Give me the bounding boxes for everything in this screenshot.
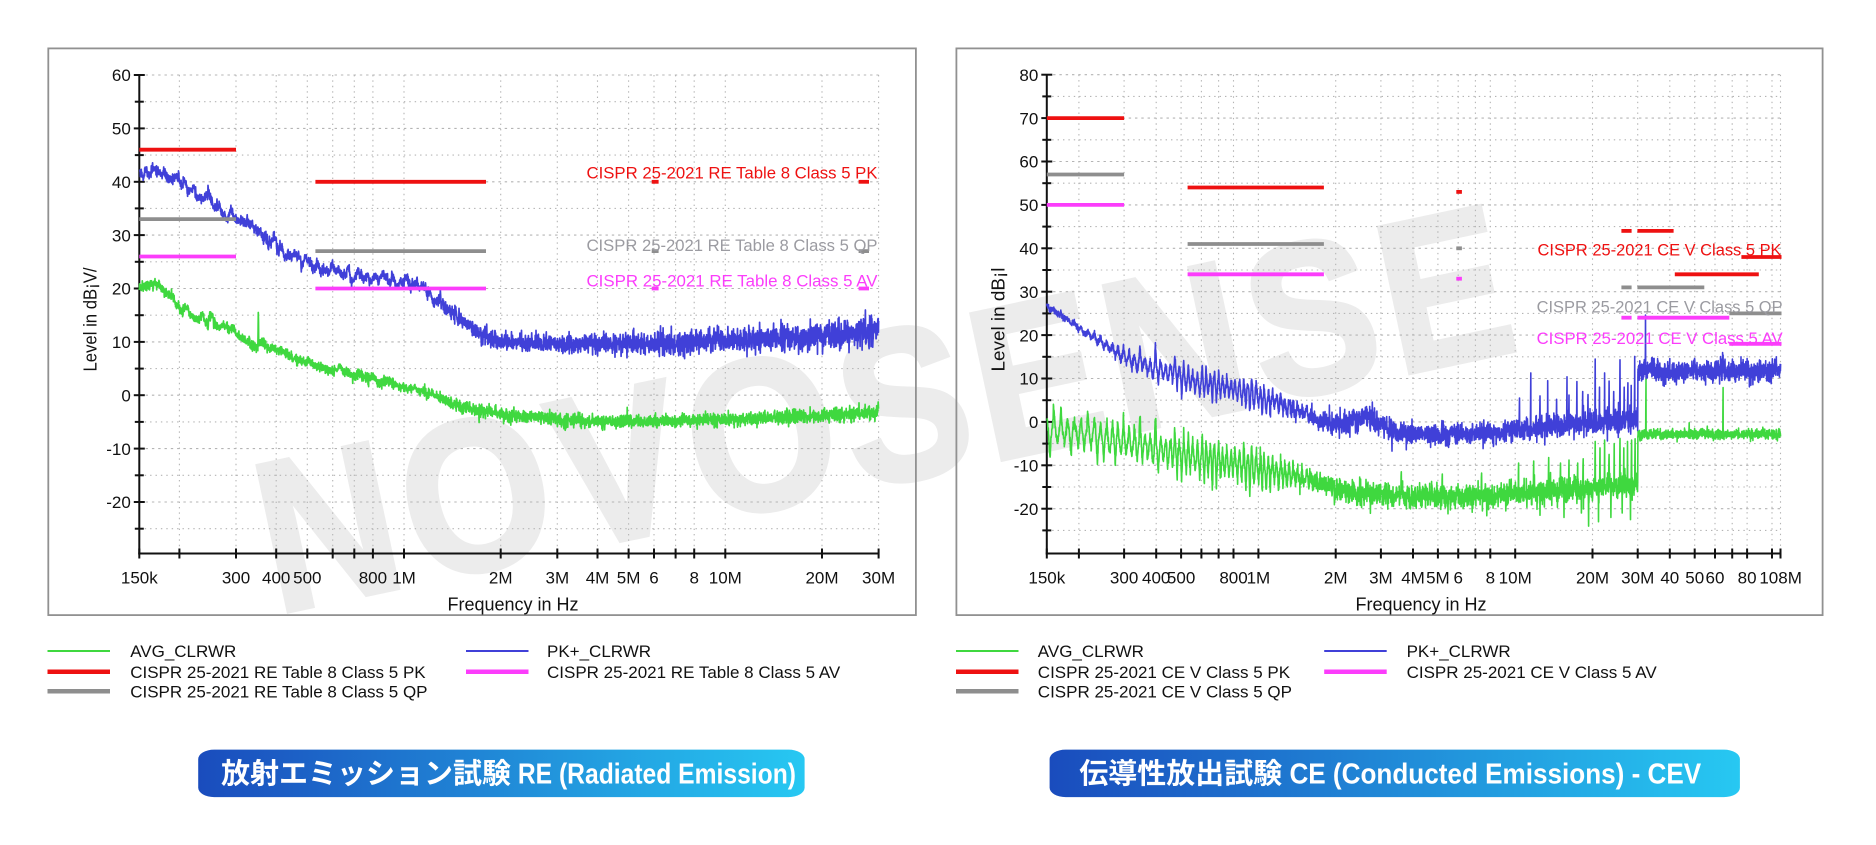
svg-text:3M: 3M [1369, 568, 1393, 587]
svg-text:150k: 150k [121, 568, 158, 587]
svg-text:40: 40 [1660, 568, 1679, 587]
svg-text:150k: 150k [1028, 568, 1065, 587]
svg-text:Level in dB¡l: Level in dB¡l [989, 268, 1009, 372]
svg-text:PK+_CLRWR: PK+_CLRWR [1407, 642, 1511, 661]
svg-text:AVG_CLRWR: AVG_CLRWR [130, 642, 236, 661]
svg-text:PK+_CLRWR: PK+_CLRWR [547, 642, 651, 661]
svg-text:20: 20 [112, 280, 131, 299]
svg-text:60: 60 [1019, 153, 1038, 172]
svg-text:4M: 4M [1401, 568, 1425, 587]
svg-text:6: 6 [649, 568, 658, 587]
svg-text:40: 40 [1019, 240, 1038, 259]
svg-text:60: 60 [112, 66, 131, 85]
svg-text:CISPR 25-2021 RE Table 8 Class: CISPR 25-2021 RE Table 8 Class 5 PK [587, 164, 879, 183]
svg-text:80: 80 [1738, 568, 1757, 587]
svg-text:CISPR 25-2021 CE V Class 5 QP: CISPR 25-2021 CE V Class 5 QP [1038, 682, 1292, 701]
svg-text:RE (Radiated Emission): RE (Radiated Emission) [511, 759, 796, 791]
svg-text:50: 50 [1685, 568, 1704, 587]
svg-text:40: 40 [112, 173, 131, 192]
svg-text:30: 30 [1019, 283, 1038, 302]
svg-text:CISPR 25-2021 CE V Class 5 PK: CISPR 25-2021 CE V Class 5 PK [1038, 663, 1291, 682]
svg-text:70: 70 [1019, 109, 1038, 128]
svg-text:30M: 30M [1621, 568, 1654, 587]
svg-text:8: 8 [1486, 568, 1495, 587]
svg-text:400: 400 [262, 568, 290, 587]
svg-text:6: 6 [1453, 568, 1462, 587]
svg-text:2M: 2M [1324, 568, 1348, 587]
svg-text:8: 8 [689, 568, 698, 587]
svg-text:20M: 20M [805, 568, 838, 587]
svg-text:50: 50 [112, 120, 131, 139]
svg-text:10M: 10M [709, 568, 742, 587]
svg-text:10: 10 [1019, 370, 1038, 389]
svg-text:CE (Conducted Emissions) - CEV: CE (Conducted Emissions) - CEV [1282, 759, 1702, 791]
svg-text:CISPR 25-2021 CE V Class 5 QP: CISPR 25-2021 CE V Class 5 QP [1537, 297, 1783, 316]
svg-text:5M: 5M [617, 568, 641, 587]
svg-text:800: 800 [359, 568, 387, 587]
svg-text:400: 400 [1142, 568, 1170, 587]
svg-text:CISPR 25-2021 CE V Class 5 AV: CISPR 25-2021 CE V Class 5 AV [1537, 329, 1784, 348]
svg-text:4M: 4M [586, 568, 610, 587]
svg-text:60: 60 [1706, 568, 1725, 587]
svg-text:AVG_CLRWR: AVG_CLRWR [1038, 642, 1144, 661]
svg-text:300: 300 [1110, 568, 1138, 587]
svg-text:0: 0 [121, 386, 130, 405]
svg-text:20: 20 [1019, 326, 1038, 345]
svg-text:0: 0 [1029, 413, 1038, 432]
svg-text:800: 800 [1219, 568, 1247, 587]
svg-text:108M: 108M [1759, 568, 1802, 587]
svg-text:1M: 1M [392, 568, 416, 587]
svg-text:CISPR 25-2021 RE Table 8 Class: CISPR 25-2021 RE Table 8 Class 5 QP [130, 682, 427, 701]
svg-text:CISPR 25-2021 RE Table 8 Class: CISPR 25-2021 RE Table 8 Class 5 PK [130, 663, 426, 682]
svg-text:2M: 2M [489, 568, 513, 587]
svg-text:50: 50 [1019, 196, 1038, 215]
svg-text:1M: 1M [1247, 568, 1271, 587]
svg-text:20M: 20M [1576, 568, 1609, 587]
svg-text:30: 30 [112, 226, 131, 245]
svg-text:500: 500 [1167, 568, 1195, 587]
svg-text:3M: 3M [545, 568, 569, 587]
svg-text:10M: 10M [1499, 568, 1532, 587]
svg-text:CISPR 25-2021 CE V Class 5 AV: CISPR 25-2021 CE V Class 5 AV [1407, 663, 1658, 682]
svg-text:500: 500 [293, 568, 321, 587]
svg-text:Frequency in Hz: Frequency in Hz [447, 595, 578, 615]
svg-text:-20: -20 [1014, 500, 1039, 519]
svg-text:CISPR 25-2021 RE Table 8 Class: CISPR 25-2021 RE Table 8 Class 5 QP [587, 236, 878, 255]
svg-text:CISPR 25-2021 RE Table 8 Class: CISPR 25-2021 RE Table 8 Class 5 AV [587, 271, 879, 290]
svg-text:300: 300 [222, 568, 250, 587]
svg-text:Level in dB¡V/: Level in dB¡V/ [81, 268, 101, 372]
svg-text:5M: 5M [1426, 568, 1450, 587]
svg-text:CISPR 25-2021 RE Table 8 Class: CISPR 25-2021 RE Table 8 Class 5 AV [547, 663, 841, 682]
svg-text:Frequency in Hz: Frequency in Hz [1355, 595, 1486, 615]
svg-text:80: 80 [1019, 66, 1038, 85]
svg-text:CISPR 25-2021 CE V Class 5 PK: CISPR 25-2021 CE V Class 5 PK [1538, 241, 1783, 260]
svg-text:-10: -10 [1014, 457, 1039, 476]
svg-text:30M: 30M [862, 568, 895, 587]
svg-text:-20: -20 [106, 493, 131, 512]
svg-text:-10: -10 [106, 440, 131, 459]
svg-text:10: 10 [112, 333, 131, 352]
